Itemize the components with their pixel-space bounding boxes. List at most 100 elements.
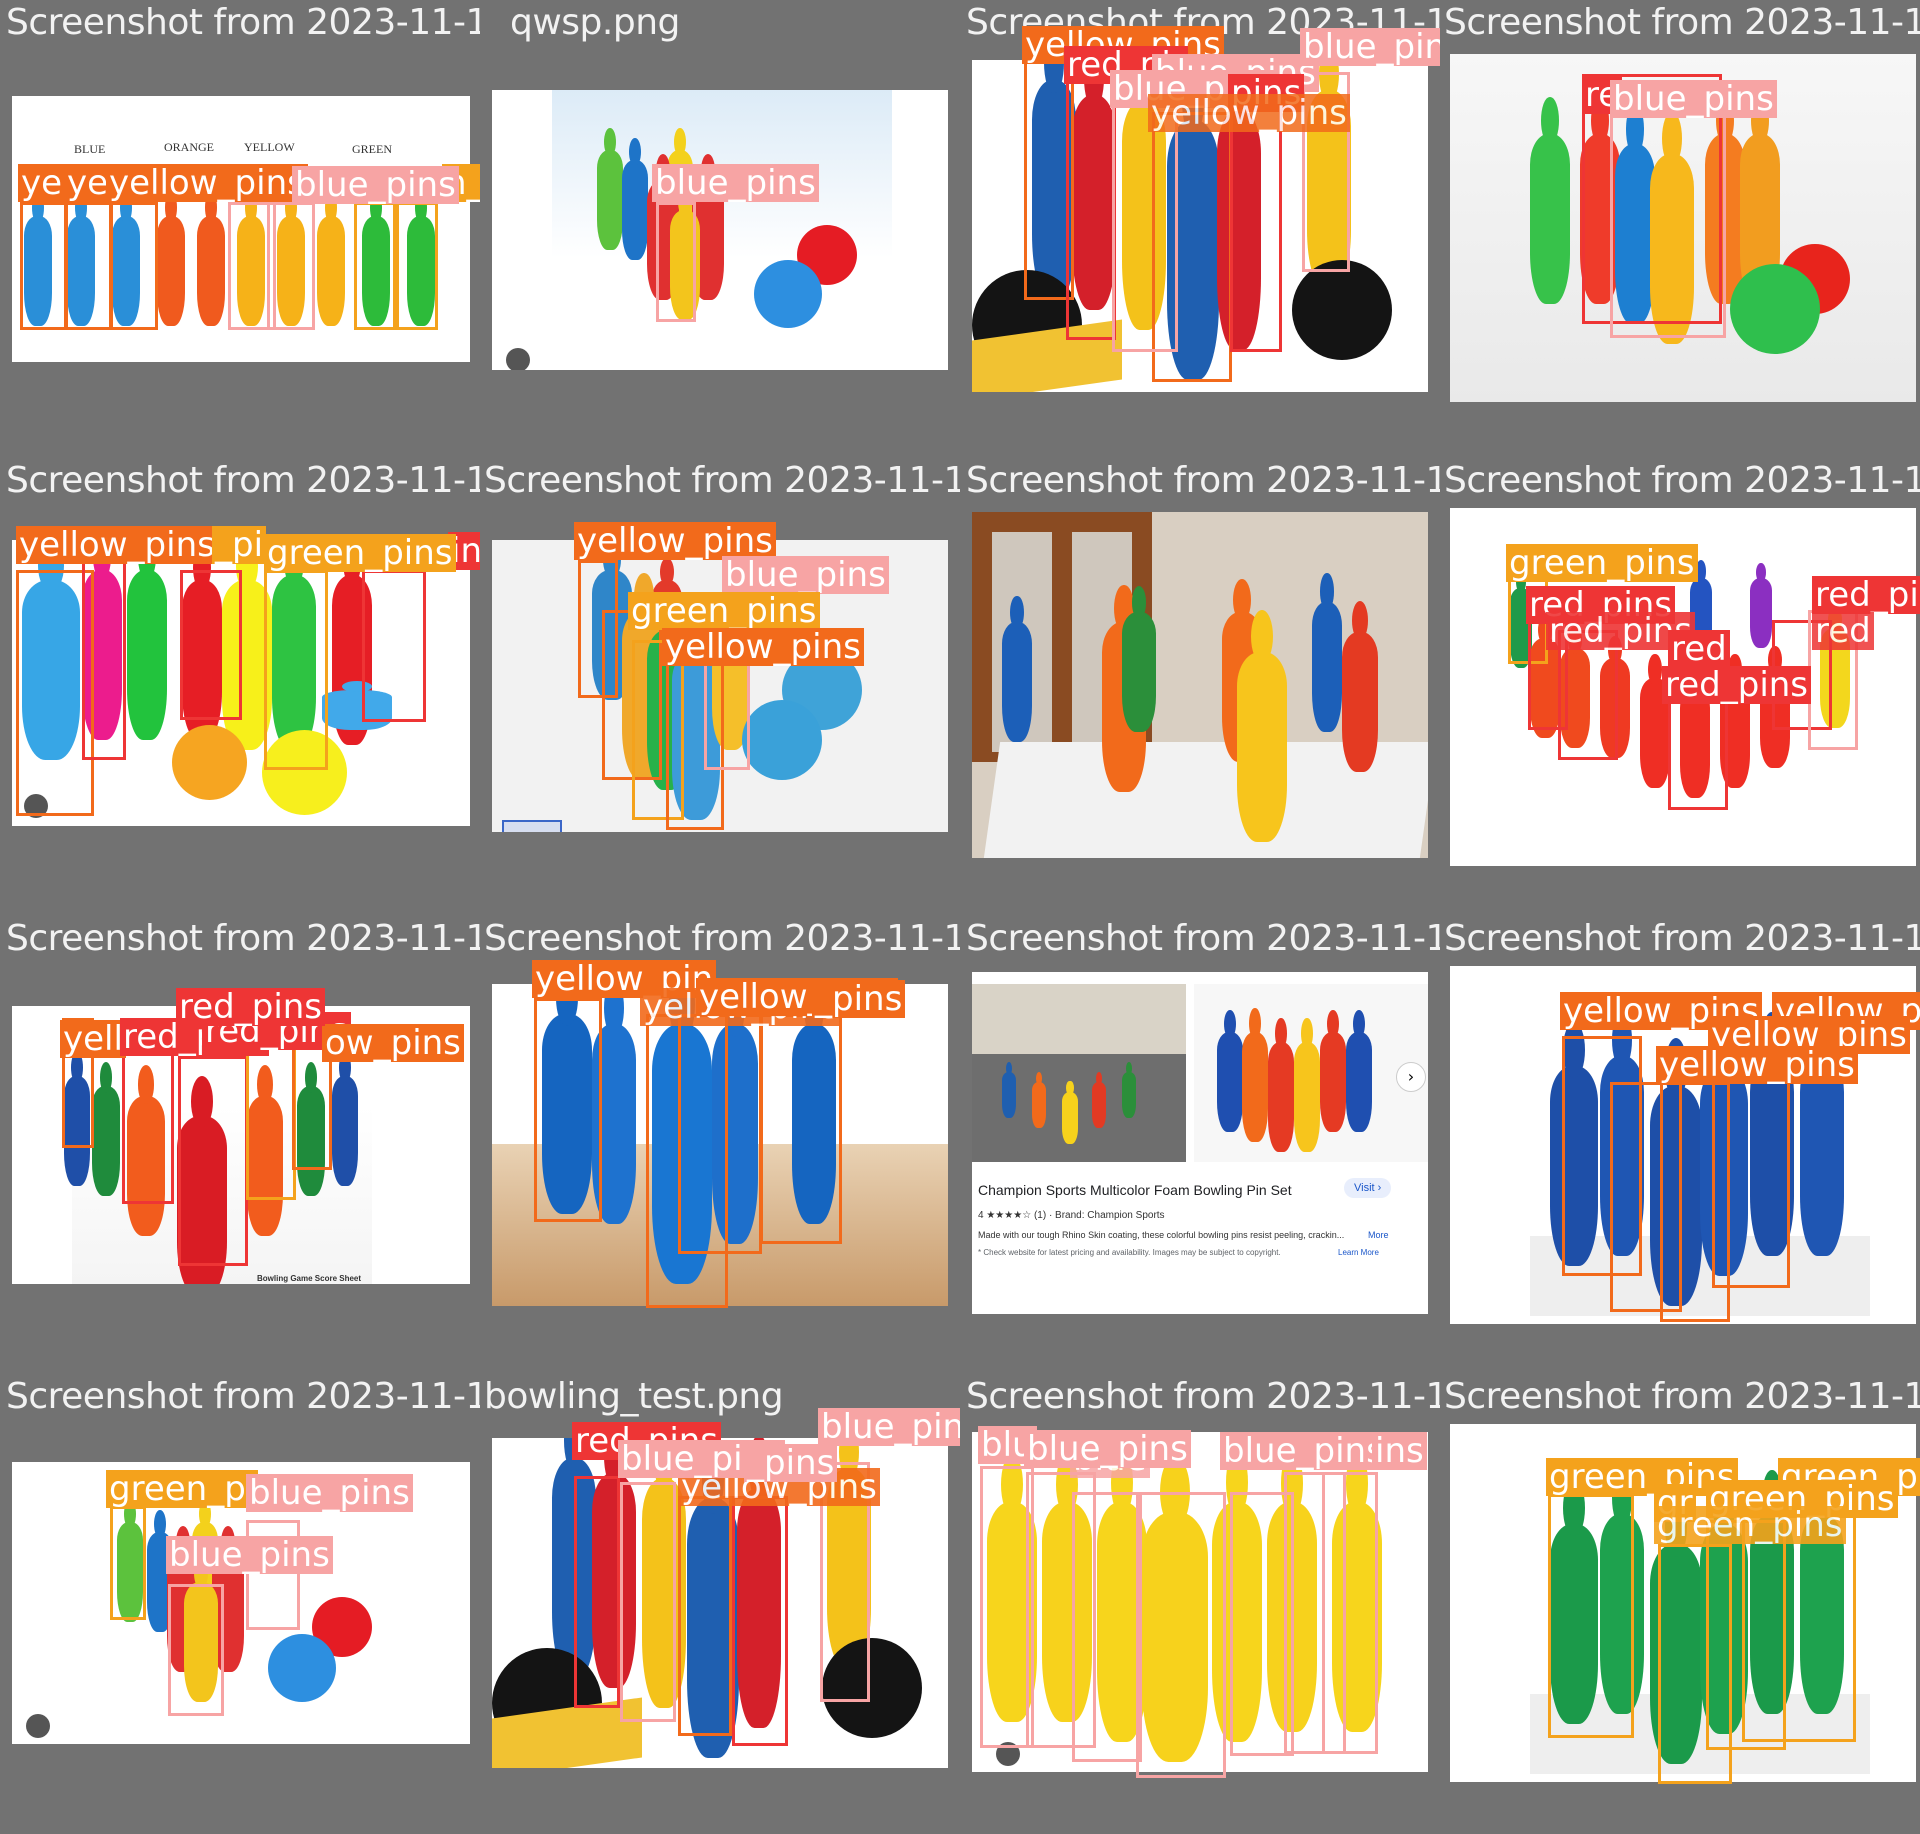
red-pin [182,544,222,740]
blue-pin [1312,573,1342,732]
green-pin [1600,1470,1644,1714]
camera-icon[interactable] [506,348,530,370]
cell-image [492,984,948,1306]
detection-box [110,1506,146,1620]
cell-image: › Champion Sports Multicolor Foam Bowlin… [972,972,1428,1314]
detection-box [264,570,328,770]
green-pin [597,128,623,250]
cell-title: Screenshot from 2023-11-11 01-09-01.png [1444,2,1920,43]
green-pin [92,1061,120,1196]
detection-box [678,1014,762,1254]
cell-image [972,60,1428,392]
detection-label: yell [60,1020,126,1058]
cell-image [972,512,1428,858]
green-pin [407,191,435,326]
detection-label: blue_pins [166,1536,333,1574]
detection-box [1284,1472,1346,1754]
detection-label: blue_pins [1220,1432,1387,1470]
product-title[interactable]: Champion Sports Multicolor Foam Bowling … [978,1182,1292,1198]
next-arrow-button[interactable]: › [1396,1062,1426,1092]
yellow-pin [317,191,345,326]
detection-label: ins [1372,1432,1427,1470]
detection-label: yellow_pins [16,526,218,564]
score-sheet-caption: Bowling Game Score Sheet [257,1274,362,1283]
blue-pin [1217,1010,1243,1132]
detection-label: blue_pins [722,556,889,594]
yellow-pin [1237,610,1287,842]
detection-label: ye [64,164,112,202]
detection-box [678,1496,732,1736]
column-header: ORANGE [164,140,214,154]
yellow-pin [1650,112,1694,344]
green-pin [127,540,167,740]
orange-pin [197,191,225,326]
blue-pin [322,681,392,730]
blue-pin [1615,104,1655,324]
detection-box [246,1520,300,1630]
detection-label: green_pi [106,1470,259,1508]
detection-box [396,202,438,330]
detection-label: _pins [812,980,906,1018]
orange-ball [172,725,247,800]
orange-pin [127,1065,165,1236]
blue-pin [22,540,80,760]
detection-box [1658,1544,1732,1784]
detection-label: blue_pins [1024,1430,1191,1468]
product-rating: 4 ★★★★☆ (1) · Brand: Champion Sports [978,1210,1165,1221]
black-ball [822,1638,922,1738]
detection-box [656,202,696,322]
detection-box [1582,74,1722,324]
red-pin [1320,1010,1346,1132]
detection-box [1712,1058,1790,1288]
grid-cell-3: Screenshot from 2023-11-11 01-09-01.png … [962,2,1440,460]
detection-label: red_pins [176,988,326,1026]
detection-box [632,640,684,820]
detection-box [1610,98,1726,338]
green-pin [117,1500,143,1622]
detection-box [980,1466,1034,1748]
yellow-pin [1042,1453,1092,1722]
pink-pin [82,540,122,740]
visit-button[interactable]: Visit › [1344,1178,1392,1198]
detection-label: green_pins [1506,544,1698,582]
detection-box [820,1462,870,1702]
cell-title: Screenshot from 2023-11-11 22-53-37.png [1444,1376,1920,1417]
grid-cell-2: qwsp.png blue_pins [482,2,960,460]
green-ball [1730,264,1820,354]
green-pin [297,1061,325,1196]
purple-pin [1750,562,1772,648]
detection-box [354,202,396,330]
blue-ball [268,1634,336,1702]
red-pin [1268,1017,1294,1152]
red-pin [1092,1071,1106,1128]
cell-title: Screenshot from 2023-11-11 22-39-55.png [1444,918,1920,959]
green-pin [1530,96,1570,304]
green-pin [1122,1061,1136,1118]
column-header: BLUE [74,142,106,156]
cell-title: Screenshot from 2023-11-11 22-41-33.png [1444,460,1920,501]
detection-box [1026,1472,1096,1748]
grid-cell-10: Screenshot from 2023-11-11 22-55-30.png … [482,918,960,1376]
learn-more-link[interactable]: Learn More [1338,1248,1379,1257]
cell-title: bowling_test.png [484,1376,784,1417]
blue-pin [64,1051,90,1186]
red-pin [1072,60,1116,310]
detection-box [1230,1492,1294,1756]
thumbnail-strip[interactable] [502,820,562,832]
green-pin [1122,585,1156,732]
blue-pin [622,138,648,260]
detection-label: _pi [212,526,267,564]
detection-label: yellow_pin [532,960,717,998]
yellow-pin [1062,1080,1078,1144]
detection-box [1562,1036,1642,1276]
camera-icon[interactable] [26,1714,50,1738]
detection-box [732,1496,788,1746]
cell-title: Screenshot from 2023-11-11 22-53-37.png [966,1376,1440,1417]
detection-box [1322,1472,1378,1754]
blue-ball [754,260,822,328]
detection-box [168,1584,224,1716]
cell-title: Screenshot from 2023-11-11 23-01-54.png [484,460,960,501]
detection-label: green_pins [1546,1458,1738,1496]
more-link[interactable]: More [1368,1230,1389,1240]
grid-cell-14: bowling_test.png red_pins yellow_pins bl… [482,1376,960,1834]
